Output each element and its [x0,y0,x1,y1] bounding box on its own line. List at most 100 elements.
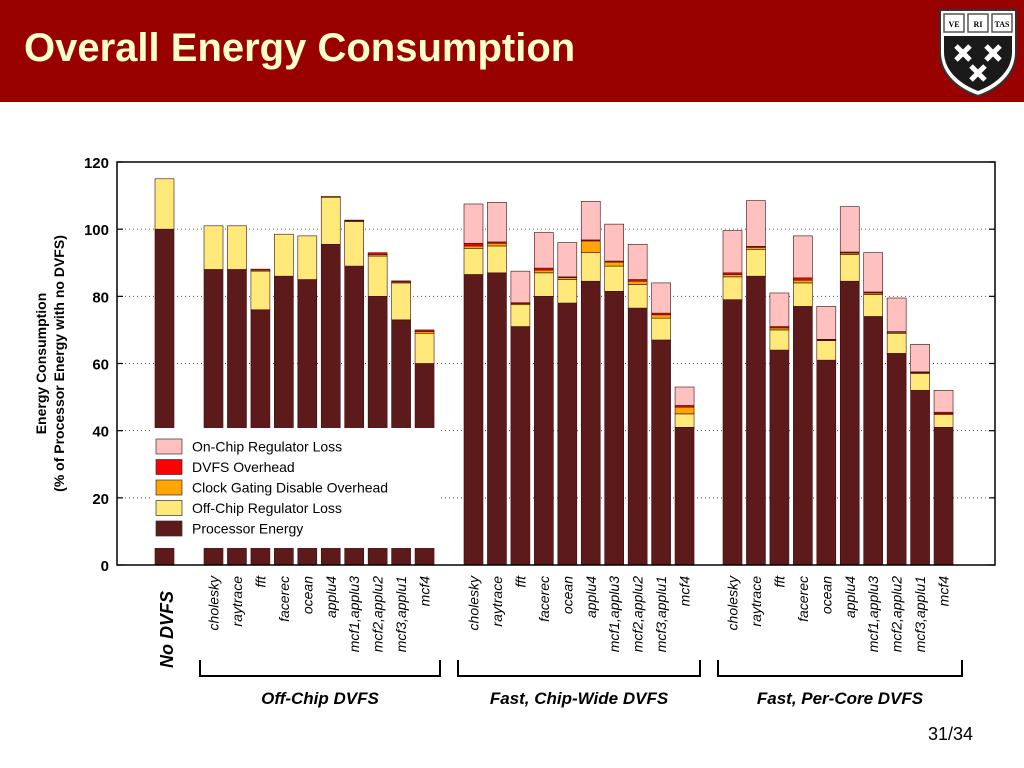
bar-segment-on-chip-regulator-loss [886,297,907,332]
bar-segment-on-chip-regulator-loss [910,344,930,373]
y-tick-label: 60 [92,357,109,374]
bar-segment-off-chip-regulator-loss [250,270,271,311]
x-tick-label: mcf4 [677,576,693,607]
bar-segment-clock-gating-disable-overhead [769,327,790,331]
bar-segment-processor-energy [863,316,884,566]
bar-segment-clock-gating-disable-overhead [320,195,341,198]
x-tick-label: facerec [536,576,552,622]
group-label: Off-Chip DVFS [261,689,379,708]
x-tick-label: mcf2,applu2 [889,576,905,652]
bar-segment-clock-gating-disable-overhead [557,277,578,280]
bar-segment-on-chip-regulator-loss [769,292,790,327]
bar-segment-off-chip-regulator-loss [674,413,695,428]
bar-segment-off-chip-regulator-loss [510,304,531,327]
bar-segment-processor-energy [839,280,860,566]
bar-segment-off-chip-regulator-loss [154,178,175,230]
x-tick-label: cholesky [206,575,222,630]
bar-segment-off-chip-regulator-loss [534,272,554,297]
bar-segment-processor-energy [933,427,954,566]
bar-segment-dvfs-overhead [414,329,435,332]
bar-segment-off-chip-regulator-loss [367,255,388,297]
bar-segment-off-chip-regulator-loss [604,265,625,292]
x-tick-label: mcf4 [417,576,433,607]
bar-segment-on-chip-regulator-loss [487,202,507,243]
legend-label: Off-Chip Regulator Loss [192,500,342,516]
bar-segment-on-chip-regulator-loss [933,390,954,413]
bar-segment-off-chip-regulator-loss [651,317,671,341]
bar-segment-processor-energy [910,390,930,566]
y-tick-label: 20 [92,491,109,508]
bar-segment-off-chip-regulator-loss [746,249,766,277]
bar-segment-clock-gating-disable-overhead [487,242,507,247]
bar-segment-off-chip-regulator-loss [910,373,930,391]
x-tick-label: applu4 [583,576,599,618]
x-tick-label: raytrace [748,576,764,627]
bar-segment-processor-energy [722,299,743,566]
bar-segment-on-chip-regulator-loss [580,200,601,241]
svg-text:RI: RI [974,20,983,29]
bar-segment-clock-gating-disable-overhead [793,279,813,284]
page-number: 31/34 [928,724,974,744]
x-tick-label: mcf2,applu2 [630,576,646,652]
group-bracket [717,660,963,677]
bar-segment-on-chip-regulator-loss [839,206,860,253]
bar-segment-off-chip-regulator-loss [203,225,224,270]
bar-segment-off-chip-regulator-loss [580,252,601,282]
bar-segment-processor-energy [487,272,507,566]
slide-title: Overall Energy Consumption [24,26,576,70]
bar-segment-processor-energy [510,326,531,566]
bar-segment-on-chip-regulator-loss [816,306,837,340]
bar-segment-clock-gating-disable-overhead [746,247,766,250]
bar-segment-off-chip-regulator-loss [839,254,860,282]
bar-segment-off-chip-regulator-loss [487,245,507,274]
bar-segment-clock-gating-disable-overhead [463,245,484,249]
legend-label: Clock Gating Disable Overhead [192,480,388,496]
bar-segment-on-chip-regulator-loss [674,386,695,406]
group-bracket [199,660,441,677]
bar-segment-off-chip-regulator-loss [463,248,484,275]
bar-segment-dvfs-overhead [793,277,813,281]
bar-segment-processor-energy [627,307,648,566]
bar-segment-on-chip-regulator-loss [746,200,766,247]
bar-segment-on-chip-regulator-loss [604,223,625,262]
bar-segment-off-chip-regulator-loss [344,221,365,267]
bar-segment-off-chip-regulator-loss [391,282,411,321]
bar-segment-off-chip-regulator-loss [274,233,294,277]
legend-swatch [155,438,183,455]
bar-segment-off-chip-regulator-loss [557,279,578,304]
bar-segment-dvfs-overhead [344,219,365,222]
bar-segment-processor-energy [651,339,671,566]
x-tick-label: cholesky [466,575,482,630]
legend-label: DVFS Overhead [192,459,295,475]
bar-segment-dvfs-overhead [534,267,554,271]
bar-segment-off-chip-regulator-loss [769,329,790,351]
x-tick-label: cholesky [725,575,741,630]
bar-segment-off-chip-regulator-loss [816,340,837,361]
bar-segment-clock-gating-disable-overhead [580,240,601,253]
x-tick-label: fft [771,575,787,588]
bar-segment-clock-gating-disable-overhead [627,280,648,285]
x-tick-label: raytrace [229,576,245,627]
bar-segment-off-chip-regulator-loss [627,284,648,309]
x-tick-label: mcf3,applu1 [912,576,928,652]
bar-segment-off-chip-regulator-loss [886,332,907,354]
svg-text:TAS: TAS [995,20,1011,29]
group-bracket [457,660,701,677]
x-tick-label: ocean [299,576,315,614]
bar-segment-off-chip-regulator-loss [933,414,954,428]
bar-segment-on-chip-regulator-loss [651,282,671,314]
y-axis-label: (% of Processor Energy with no DVFS) [51,235,67,492]
bar-segment-off-chip-regulator-loss [320,196,341,245]
x-tick-label: mcf1,applu3 [606,576,622,652]
y-tick-label: 40 [92,424,109,441]
bar-segment-clock-gating-disable-overhead [534,269,554,274]
bar-segment-off-chip-regulator-loss [793,282,813,307]
x-tick-label: raytrace [489,576,505,627]
bar-segment-processor-energy [886,353,907,566]
x-tick-label: fft [252,575,268,588]
bar-segment-off-chip-regulator-loss [863,294,884,317]
bar-segment-on-chip-regulator-loss [557,242,578,278]
bar-segment-on-chip-regulator-loss [793,235,813,279]
x-tick-label: fft [512,575,528,588]
